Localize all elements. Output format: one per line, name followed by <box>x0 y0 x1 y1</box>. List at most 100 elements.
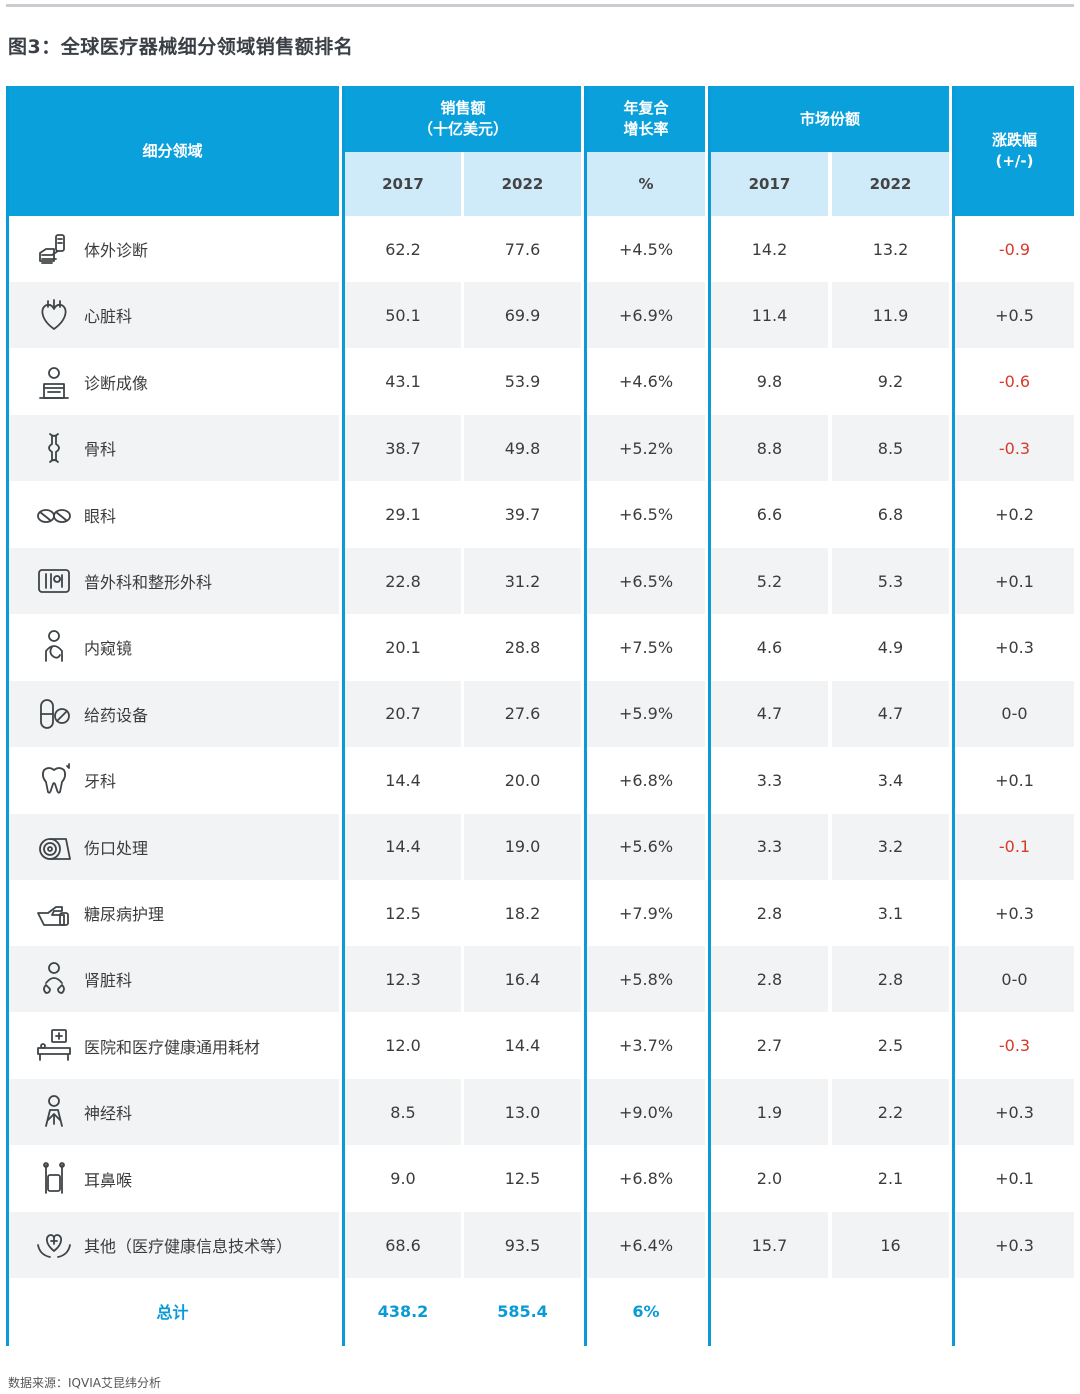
share-2022-cell: 5.3 <box>832 548 949 614</box>
column-divider <box>708 86 711 1346</box>
table-row: 牙科 14.4 20.0 +6.8% 3.3 3.4 +0.1 <box>6 747 1074 813</box>
capsule-pill-icon <box>34 694 74 734</box>
header-share: 市场份额 <box>711 86 949 152</box>
segment-label: 肾脏科 <box>84 971 133 991</box>
segment-label: 眼科 <box>84 506 117 526</box>
change-cell: +0.1 <box>955 548 1074 614</box>
sales-2022-cell: 12.5 <box>504 1169 541 1189</box>
segment-cell: 体外诊断 <box>6 216 339 282</box>
cagr-cell: +7.9% <box>618 903 674 923</box>
segment-cell: 耳鼻喉 <box>6 1146 339 1212</box>
sales-2017-cell: 50.1 <box>345 282 461 349</box>
sales-2022-cell: 20.0 <box>504 770 541 790</box>
header-change: 涨跌幅 (+/-) <box>955 86 1074 216</box>
sales-2022-cell: 53.9 <box>504 372 541 392</box>
sales-2017-cell: 62.2 <box>385 239 421 259</box>
sales-2017-cell: 20.7 <box>345 680 461 747</box>
change-cell: +0.1 <box>995 770 1034 790</box>
subheader-sales-2017: 2017 <box>345 152 461 216</box>
subheader-cagr-unit: % <box>587 152 705 216</box>
table-row: 其他（医疗健康信息技术等） 68.6 93.5 +6.4% 15.7 16 +0.3 <box>6 1212 1074 1278</box>
share-2022-cell: 11.9 <box>832 282 949 349</box>
table-row: 骨科 38.7 49.8 +5.2% 8.8 8.5 -0.3 <box>6 415 1074 482</box>
share-2022-cell: 8.5 <box>832 415 949 482</box>
cagr-cell: +4.5% <box>618 239 674 259</box>
bandage-roll-icon <box>34 827 74 867</box>
column-divider <box>584 86 587 1346</box>
change-cell: +0.3 <box>995 637 1034 657</box>
cagr-cell: +9.0% <box>587 1079 705 1146</box>
cagr-cell: +5.9% <box>587 680 705 747</box>
share-2017-cell: 8.8 <box>711 415 828 482</box>
sales-2017-cell: 8.5 <box>345 1079 461 1146</box>
share-2022-cell: 2.8 <box>832 946 949 1013</box>
cagr-cell: +6.8% <box>618 770 674 790</box>
cagr-cell: +5.8% <box>587 946 705 1013</box>
cagr-cell: +5.2% <box>587 415 705 482</box>
table-row: 心脏科 50.1 69.9 +6.9% 11.4 11.9 +0.5 <box>6 282 1074 349</box>
sales-2017-cell: 20.1 <box>385 637 421 657</box>
cagr-cell: +6.5% <box>618 505 674 525</box>
sales-2017-cell: 12.5 <box>385 903 421 923</box>
change-cell: +0.1 <box>995 1169 1034 1189</box>
neuro-person-icon <box>34 1092 74 1132</box>
share-2022-cell: 2.5 <box>877 1036 904 1056</box>
hospital-bed-icon <box>34 1026 74 1066</box>
share-2022-cell: 2.2 <box>832 1079 949 1146</box>
bone-joint-icon <box>34 428 74 468</box>
table-row: 神经科 8.5 13.0 +9.0% 1.9 2.2 +0.3 <box>6 1079 1074 1146</box>
segment-cell: 糖尿病护理 <box>6 880 339 946</box>
change-cell: 0-0 <box>955 680 1074 747</box>
sales-2017-cell: 38.7 <box>345 415 461 482</box>
segment-label: 给药设备 <box>84 705 149 725</box>
sales-2022-cell: 31.2 <box>464 548 581 614</box>
segment-cell: 眼科 <box>6 482 339 548</box>
share-2022-cell: 3.1 <box>877 903 904 923</box>
tooth-icon <box>34 760 74 800</box>
change-cell: -0.3 <box>955 415 1074 482</box>
table-row: 伤口处理 14.4 19.0 +5.6% 3.3 3.2 -0.1 <box>6 813 1074 880</box>
segment-cell: 心脏科 <box>6 282 339 349</box>
table-row: 糖尿病护理 12.5 18.2 +7.9% 2.8 3.1 +0.3 <box>6 880 1074 946</box>
sales-2022-cell: 16.4 <box>464 946 581 1013</box>
sales-2017-cell: 9.0 <box>390 1169 416 1189</box>
table-row: 普外科和整形外科 22.8 31.2 +6.5% 5.2 5.3 +0.1 <box>6 548 1074 614</box>
share-2022-cell: 6.8 <box>877 505 904 525</box>
sales-2022-cell: 19.0 <box>464 813 581 880</box>
change-cell: -0.6 <box>998 372 1031 392</box>
change-cell: +0.5 <box>955 282 1074 349</box>
ent-swab-icon <box>34 1159 74 1199</box>
segment-label: 诊断成像 <box>84 373 149 393</box>
change-cell: +0.3 <box>955 1079 1074 1146</box>
sales-2022-cell: 39.7 <box>504 505 541 525</box>
heart-icon <box>34 295 74 335</box>
segment-label: 心脏科 <box>84 307 133 327</box>
share-2017-cell: 6.6 <box>756 505 783 525</box>
cagr-cell: +4.6% <box>618 372 674 392</box>
eyeglasses-icon <box>34 495 74 535</box>
segment-cell: 牙科 <box>6 747 339 813</box>
change-cell: -0.1 <box>955 813 1074 880</box>
imaging-scanner-icon <box>34 362 74 402</box>
sales-2022-cell: 49.8 <box>464 415 581 482</box>
share-2022-cell: 9.2 <box>877 372 904 392</box>
kidney-person-icon <box>34 959 74 999</box>
change-cell: -0.9 <box>998 239 1031 259</box>
share-2022-cell: 4.9 <box>877 637 904 657</box>
table-row: 体外诊断 62.2 77.6 +4.5% 14.2 13.2 -0.9 <box>6 216 1074 282</box>
sales-2017-cell: 12.3 <box>345 946 461 1013</box>
top-divider <box>6 4 1074 7</box>
column-divider <box>952 86 955 1346</box>
table-row: 肾脏科 12.3 16.4 +5.8% 2.8 2.8 0-0 <box>6 946 1074 1013</box>
total-sales-2017: 438.2 <box>377 1301 429 1321</box>
subheader-sales-2022: 2022 <box>464 152 581 216</box>
sales-2017-cell: 22.8 <box>345 548 461 614</box>
sales-2017-cell: 14.4 <box>385 770 421 790</box>
column-divider <box>342 86 345 1346</box>
segment-label: 普外科和整形外科 <box>84 573 213 592</box>
segment-cell: 诊断成像 <box>6 349 339 415</box>
cagr-cell: +7.5% <box>618 637 674 657</box>
sales-2017-cell: 12.0 <box>385 1036 421 1056</box>
change-cell: +0.2 <box>995 505 1034 525</box>
header-segment: 细分领域 <box>6 86 339 216</box>
